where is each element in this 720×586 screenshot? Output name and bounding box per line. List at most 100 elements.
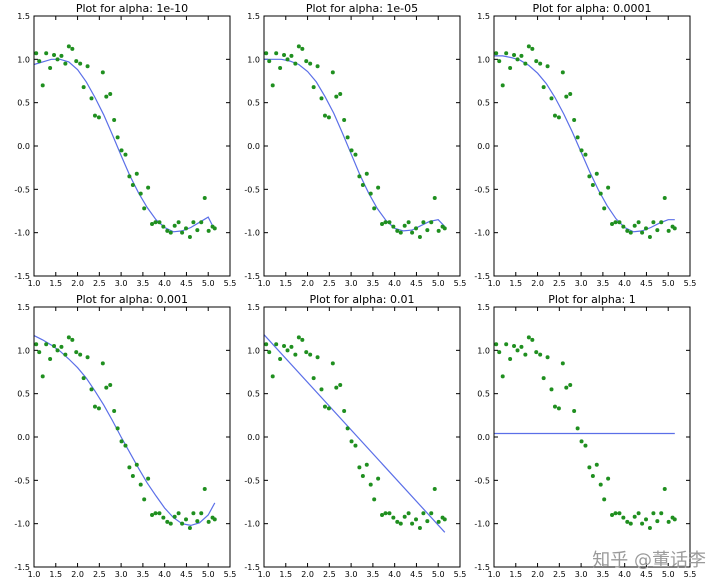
y-tick-label: 0.5 [477,390,490,399]
data-point [70,337,75,342]
data-point [296,44,301,49]
data-point [191,511,196,516]
x-tick-label: 5.0 [432,570,445,579]
fit-line [263,334,446,533]
data-point [402,514,407,519]
data-point [534,350,539,355]
data-point [278,357,283,361]
data-point [387,220,392,225]
data-point [123,152,128,157]
data-point [500,374,505,379]
data-point [372,497,377,502]
data-point [360,183,365,187]
data-point [560,70,565,75]
x-tick-label: 3.5 [597,570,610,579]
data-point [345,135,350,140]
x-tick-label: 3.0 [115,570,128,579]
y-tick-label: -1.5 [244,272,260,281]
data-point [523,352,528,357]
x-tick-label: 5.5 [684,570,697,579]
data-point [523,61,528,66]
data-point [199,511,204,516]
data-point [575,135,580,140]
data-point [364,171,369,176]
x-tick-label: 1.5 [279,570,292,579]
data-point [270,83,275,88]
data-point [666,519,671,524]
x-tick-label: 2.0 [71,570,84,579]
y-tick-label: -0.5 [244,185,260,194]
data-point [212,226,217,231]
x-tick-label: 4.0 [618,279,631,288]
subplot-title: Plot for alpha: 0.001 [76,293,188,306]
data-point [264,342,269,347]
watermark: 知乎 @董话李 [592,550,706,571]
data-point [187,526,192,530]
data-point [526,44,531,49]
data-point [662,487,667,491]
data-point [538,352,543,357]
subplot-1: Plot for alpha: 1e-10 1.0 1.5 2.0 2.5 3.0 3.5 4… [14,2,236,288]
data-point [59,53,64,58]
data-point [432,196,437,200]
data-point [519,344,524,349]
x-tick-label: 4.0 [618,570,631,579]
data-point [44,342,49,347]
data-point [285,348,290,353]
x-tick-label: 3.0 [345,570,358,579]
x-tick-label: 2.0 [531,570,544,579]
data-point [334,94,339,99]
data-point [432,487,437,491]
subplot-title: Plot for alpha: 0.01 [309,293,414,306]
data-point [672,517,677,522]
data-point [138,191,143,196]
data-point [319,387,324,392]
x-tick-label: 5.5 [454,279,467,288]
data-point [387,511,392,516]
data-point [545,355,550,360]
x-tick-label: 1.0 [258,570,271,579]
data-point [89,387,94,392]
y-tick-label: -0.5 [14,185,30,194]
data-point [640,521,645,526]
data-point [414,517,419,522]
data-point [647,526,652,530]
x-tick-label: 4.5 [180,570,193,579]
data-point [123,443,128,448]
subplot-title: Plot for alpha: 0.0001 [532,2,651,15]
data-point [494,342,499,347]
x-tick-label: 4.0 [158,570,171,579]
data-point [421,511,426,516]
x-tick-label: 4.5 [410,570,423,579]
data-point [168,521,173,526]
data-point [92,113,97,118]
data-point [395,228,400,233]
x-tick-label: 2.5 [553,570,566,579]
plot-frame [493,15,691,277]
data-point [322,404,327,409]
x-tick-label: 3.5 [367,279,380,288]
x-tick-label: 1.0 [28,279,41,288]
x-tick-label: 2.5 [323,570,336,579]
data-point [602,497,607,502]
data-point [34,342,39,347]
data-point [48,357,53,361]
data-point [34,51,39,56]
y-tick-label: 0.5 [17,390,30,399]
data-point [545,64,550,69]
data-point [353,443,358,448]
subplot-4: Plot for alpha: 0.001 1.0 1.5 2.0 2.5 3.0 3.5 4… [14,293,236,579]
x-tick-label: 1.0 [258,279,271,288]
x-tick-label: 2.5 [93,570,106,579]
data-point [274,51,279,56]
data-point [590,474,595,478]
data-point [655,519,660,524]
data-point [134,462,139,467]
y-tick-label: 1.5 [17,303,30,312]
data-point [425,228,430,233]
data-point [112,409,117,413]
data-point [512,344,517,348]
x-tick-label: 3.5 [137,570,150,579]
data-point [206,228,211,233]
data-point [391,515,396,520]
